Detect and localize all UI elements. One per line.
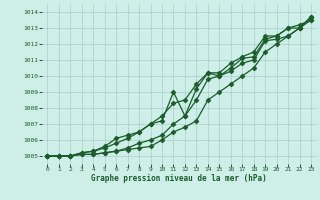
X-axis label: Graphe pression niveau de la mer (hPa): Graphe pression niveau de la mer (hPa) [91,174,267,183]
